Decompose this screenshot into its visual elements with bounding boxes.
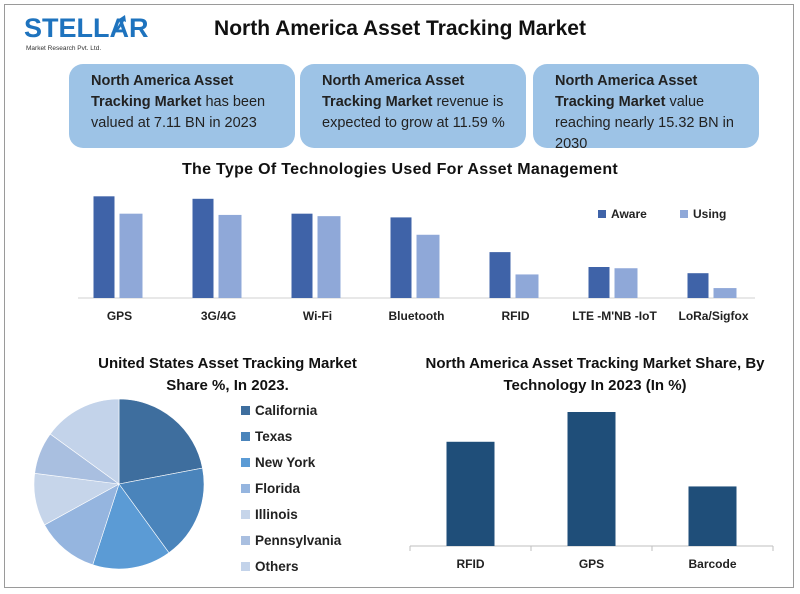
stat-card-forecast: North America Asset Tracking Market valu… bbox=[533, 64, 759, 152]
x-tick-label: GPS bbox=[579, 557, 604, 571]
state-share-pie-chart: California Texas New York Florida Illinois Pe… bbox=[33, 398, 342, 574]
logo-wordmark: STELLAR bbox=[24, 13, 149, 43]
x-tick-label: GPS bbox=[107, 309, 132, 323]
bar-using bbox=[119, 213, 143, 298]
bar-using bbox=[218, 214, 242, 298]
bar-aware bbox=[588, 267, 610, 298]
tech-usage-bar-chart: GPS 3G/4G Wi-Fi Bluetooth RFID LTE -M'NB -IoT… bbox=[78, 196, 755, 323]
infographic-frame bbox=[4, 4, 794, 588]
stat-card-text: value reaching nearly 15.32 BN in 2030 bbox=[555, 94, 734, 152]
legend-swatch bbox=[680, 210, 688, 218]
bar-using bbox=[317, 216, 341, 298]
pie-slice bbox=[92, 483, 170, 570]
bar bbox=[688, 486, 737, 546]
page-title: North America Asset Tracking Market bbox=[214, 17, 586, 40]
pie-slice bbox=[44, 483, 120, 566]
logo-arrow-icon bbox=[111, 15, 126, 35]
legend-label: Illinois bbox=[255, 507, 298, 522]
bar bbox=[567, 412, 616, 546]
pie-slice bbox=[118, 398, 203, 485]
legend-label: Using bbox=[693, 207, 726, 221]
bar-using bbox=[416, 234, 440, 298]
stat-card-text: revenue is expected to grow at 11.59 % bbox=[322, 94, 505, 131]
bar-aware bbox=[291, 213, 313, 298]
legend-label: Aware bbox=[611, 207, 647, 221]
x-tick-label: LTE -M'NB -IoT bbox=[572, 309, 657, 323]
x-tick-label: LoRa/Sigfox bbox=[678, 309, 748, 323]
x-tick-label: Bluetooth bbox=[389, 309, 445, 323]
bar-aware bbox=[489, 252, 511, 298]
legend-label: Florida bbox=[255, 481, 300, 496]
bar-using bbox=[713, 288, 737, 298]
stat-card-heading: North America Asset Tracking Market bbox=[555, 73, 698, 110]
state-share-chart-title: United States Asset Tracking Market Shar… bbox=[98, 355, 357, 394]
pie-slice bbox=[118, 467, 205, 554]
stat-card-text: has been valued at 7.11 BN in 2023 bbox=[91, 94, 266, 131]
legend-swatch bbox=[241, 562, 250, 571]
legend-swatch bbox=[241, 510, 250, 519]
tech-chart-title: The Type Of Technologies Used For Asset … bbox=[181, 161, 619, 178]
tech-share-chart-title: North America Asset Tracking Market Shar… bbox=[425, 355, 765, 394]
legend-swatch bbox=[598, 210, 606, 218]
bar-aware bbox=[192, 198, 214, 298]
legend-swatch bbox=[241, 458, 250, 467]
legend-label: California bbox=[255, 403, 318, 418]
legend-label: New York bbox=[255, 455, 316, 470]
legend-label: Pennsylvania bbox=[255, 533, 342, 548]
logo-tagline: Market Research Pvt. Ltd. bbox=[26, 45, 102, 52]
stat-card-heading: North America Asset Tracking Market bbox=[91, 73, 234, 110]
legend-label: Others bbox=[255, 559, 299, 574]
stat-card-heading: North America Asset Tracking Market bbox=[322, 73, 465, 110]
bar-using bbox=[614, 268, 638, 298]
stat-card-valuation: North America Asset Tracking Market has … bbox=[69, 64, 295, 148]
x-tick-label: RFID bbox=[457, 557, 485, 571]
legend-swatch bbox=[241, 484, 250, 493]
x-tick-label: 3G/4G bbox=[201, 309, 236, 323]
legend-swatch bbox=[241, 432, 250, 441]
tech-share-bar-chart: RFID GPS Barcode bbox=[409, 412, 774, 571]
pie-slice bbox=[49, 398, 120, 485]
x-tick-label: Barcode bbox=[688, 557, 736, 571]
legend-swatch bbox=[241, 536, 250, 545]
x-tick-label: Wi-Fi bbox=[303, 309, 332, 323]
stat-card-growth: North America Asset Tracking Market reve… bbox=[300, 64, 526, 148]
stellar-logo: STELLAR Market Research Pvt. Ltd. bbox=[24, 12, 149, 57]
bar-aware bbox=[390, 217, 412, 298]
bar-aware bbox=[93, 196, 115, 298]
bar bbox=[446, 441, 495, 546]
x-tick-label: RFID bbox=[502, 309, 530, 323]
legend-swatch bbox=[241, 406, 250, 415]
bar-using bbox=[515, 274, 539, 298]
bar-aware bbox=[687, 273, 709, 298]
legend-label: Texas bbox=[255, 429, 292, 444]
